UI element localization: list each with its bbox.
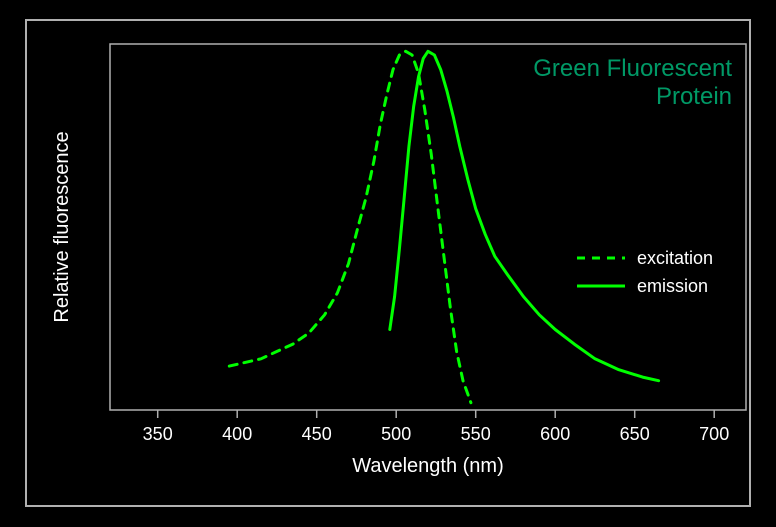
x-tick-label: 400 [222,424,252,444]
x-tick-label: 550 [461,424,491,444]
chart-title-line2: Protein [656,83,732,110]
x-tick-label: 600 [540,424,570,444]
x-axis-label: Wavelength (nm) [352,455,504,477]
legend-label-emission: emission [637,276,708,296]
x-tick-label: 350 [143,424,173,444]
x-tick-label: 650 [620,424,650,444]
legend-label-excitation: excitation [637,248,713,268]
chart-title-line1: Green Fluorescent [533,55,732,82]
x-tick-label: 500 [381,424,411,444]
spectrum-chart: 350 400 450 500 550 600 650 700 Wavelength (nm) R… [0,0,776,527]
y-axis-label: Relative fluorescence [51,131,73,322]
x-tick-label: 700 [699,424,729,444]
x-tick-label: 450 [302,424,332,444]
